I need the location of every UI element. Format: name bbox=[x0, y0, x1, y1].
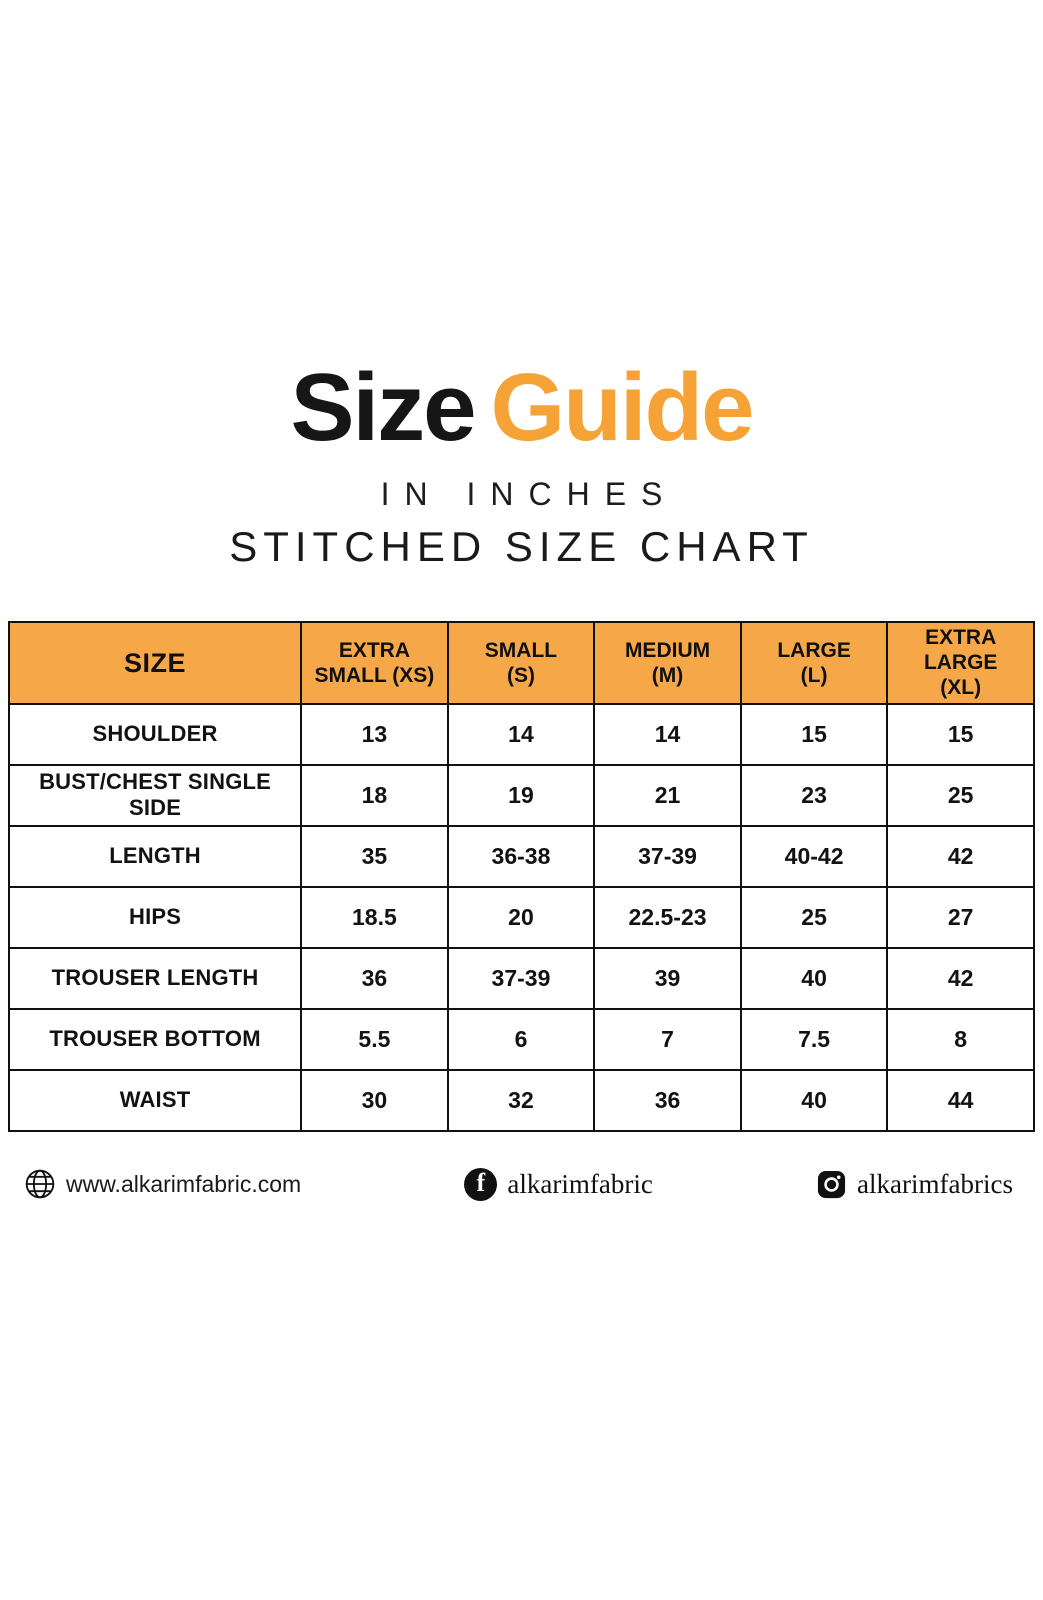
contact-footer: www.alkarimfabric.com f alkarimfabric al… bbox=[0, 1167, 1043, 1201]
cell-value: 39 bbox=[593, 946, 742, 1010]
globe-icon bbox=[25, 1169, 55, 1199]
cell-value: 37-39 bbox=[593, 824, 742, 888]
subtitle-stitched-size-chart: STITCHED SIZE CHART bbox=[229, 523, 814, 570]
cell-value: 6 bbox=[446, 1007, 596, 1071]
cell-value: 35 bbox=[300, 824, 449, 888]
instagram-item: alkarimfabrics bbox=[816, 1169, 1013, 1200]
cell-value: 25 bbox=[886, 763, 1035, 827]
facebook-item: f alkarimfabric bbox=[464, 1167, 653, 1201]
table-row: WAIST 30 32 36 40 44 bbox=[7, 1068, 1035, 1132]
cell-value: 7.5 bbox=[739, 1007, 889, 1071]
header-small: SMALL (S) bbox=[446, 621, 596, 705]
cell-value: 37-39 bbox=[446, 946, 596, 1010]
row-label: TROUSER LENGTH bbox=[7, 946, 303, 1010]
table-row: TROUSER LENGTH 36 37-39 39 40 42 bbox=[7, 946, 1035, 1010]
cell-value: 40 bbox=[739, 1068, 889, 1132]
table-row: TROUSER BOTTOM 5.5 6 7 7.5 8 bbox=[7, 1007, 1035, 1071]
header-extra-large: EXTRA LARGE (XL) bbox=[886, 621, 1035, 705]
cell-value: 42 bbox=[886, 946, 1035, 1010]
cell-value: 22.5-23 bbox=[593, 885, 742, 949]
page-title: Size Guide bbox=[0, 360, 1043, 456]
cell-value: 7 bbox=[593, 1007, 742, 1071]
cell-value: 5.5 bbox=[300, 1007, 449, 1071]
subtitle-in-inches: IN INCHES bbox=[380, 476, 678, 512]
cell-value: 40-42 bbox=[739, 824, 889, 888]
instagram-icon bbox=[817, 1170, 846, 1198]
cell-value: 23 bbox=[739, 763, 889, 827]
cell-value: 13 bbox=[300, 702, 449, 766]
title-block: Size Guide IN INCHES STITCHED SIZE CHART bbox=[0, 360, 1043, 571]
cell-value: 15 bbox=[886, 702, 1035, 766]
row-label: HIPS bbox=[7, 885, 303, 949]
cell-value: 21 bbox=[593, 763, 742, 827]
cell-value: 14 bbox=[593, 702, 742, 766]
table-row: LENGTH 35 36-38 37-39 40-42 42 bbox=[7, 824, 1035, 888]
title-word-guide: Guide bbox=[490, 354, 755, 461]
header-extra-small: EXTRA SMALL (XS) bbox=[300, 621, 449, 705]
row-label: BUST/CHEST SINGLE SIDE bbox=[7, 763, 303, 827]
size-chart-table: SIZE EXTRA SMALL (XS) SMALL (S) MEDIUM (… bbox=[7, 621, 1035, 1132]
header-large: LARGE (L) bbox=[739, 621, 889, 705]
title-word-size: Size bbox=[290, 354, 476, 461]
cell-value: 36 bbox=[300, 946, 449, 1010]
table-row: HIPS 18.5 20 22.5-23 25 27 bbox=[7, 885, 1035, 949]
table-row: BUST/CHEST SINGLE SIDE 18 19 21 23 25 bbox=[7, 763, 1035, 827]
row-label: SHOULDER bbox=[7, 702, 303, 766]
cell-value: 25 bbox=[739, 885, 889, 949]
cell-value: 30 bbox=[300, 1068, 449, 1132]
cell-value: 32 bbox=[446, 1068, 596, 1132]
cell-value: 15 bbox=[739, 702, 889, 766]
cell-value: 18 bbox=[300, 763, 449, 827]
cell-value: 19 bbox=[446, 763, 596, 827]
cell-value: 27 bbox=[886, 885, 1035, 949]
cell-value: 42 bbox=[886, 824, 1035, 888]
facebook-icon: f bbox=[464, 1167, 498, 1201]
table-header-row: SIZE EXTRA SMALL (XS) SMALL (S) MEDIUM (… bbox=[7, 621, 1035, 705]
cell-value: 36-38 bbox=[446, 824, 596, 888]
website-url: www.alkarimfabric.com bbox=[66, 1170, 302, 1197]
row-label: WAIST bbox=[7, 1068, 303, 1132]
cell-value: 36 bbox=[593, 1068, 742, 1132]
header-medium: MEDIUM (M) bbox=[593, 621, 742, 705]
cell-value: 18.5 bbox=[300, 885, 449, 949]
cell-value: 40 bbox=[739, 946, 889, 1010]
header-size: SIZE bbox=[7, 621, 303, 705]
website-item: www.alkarimfabric.com bbox=[24, 1168, 301, 1200]
facebook-handle: alkarimfabric bbox=[507, 1168, 653, 1199]
row-label: TROUSER BOTTOM bbox=[7, 1007, 303, 1071]
cell-value: 44 bbox=[886, 1068, 1035, 1132]
cell-value: 20 bbox=[446, 885, 596, 949]
cell-value: 14 bbox=[446, 702, 596, 766]
cell-value: 8 bbox=[886, 1007, 1035, 1071]
table-row: SHOULDER 13 14 14 15 15 bbox=[7, 702, 1035, 766]
instagram-handle: alkarimfabrics bbox=[857, 1168, 1013, 1199]
row-label: LENGTH bbox=[7, 824, 303, 888]
